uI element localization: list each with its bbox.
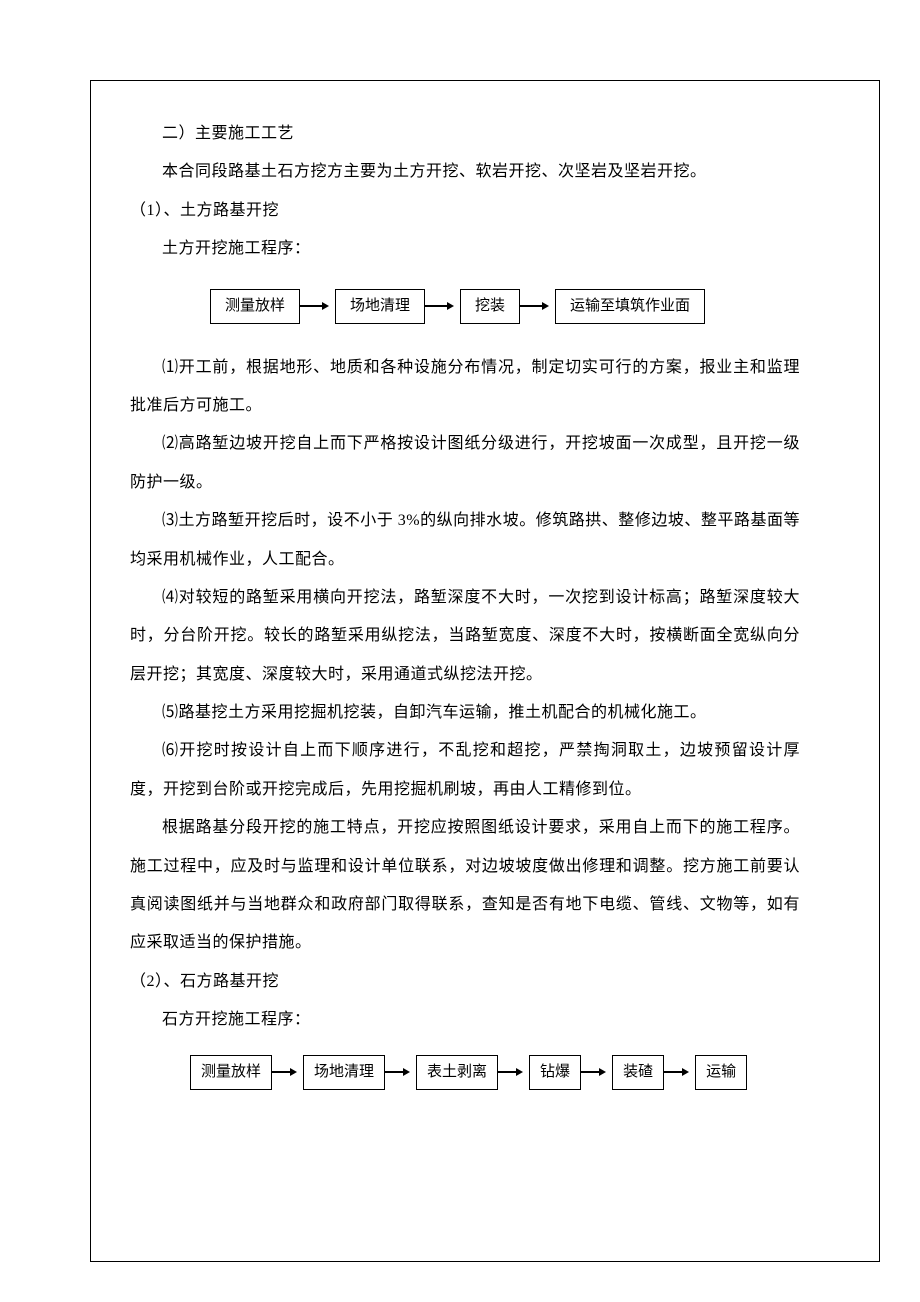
flow-arrow-icon (520, 302, 549, 310)
section1-item-3: ⑶土方路堑开挖后时，设不小于 3%的纵向排水坡。修筑路拱、整修边坡、整平路基面等… (130, 502, 800, 579)
flow-node: 场地清理 (335, 289, 425, 324)
flow-node: 挖装 (460, 289, 520, 324)
section1-item-2: ⑵高路堑边坡开挖自上而下严格按设计图纸分级进行，开挖坡面一次成型，且开挖一级防护… (130, 425, 800, 502)
flow-node: 测量放样 (190, 1055, 272, 1090)
flowchart-1: 测量放样 场地清理 挖装 运输至填筑作业面 (210, 289, 800, 324)
flowchart-2: 测量放样 场地清理 表土剥离 钻爆 装碴 运输 (190, 1055, 800, 1090)
section1-item-4: ⑷对较短的路堑采用横向开挖法，路堑深度不大时，一次挖到设计标高；路堑深度较大时，… (130, 579, 800, 694)
flow-node: 场地清理 (303, 1055, 385, 1090)
document-content: 二）主要施工工艺 本合同段路基土石方挖方主要为土方开挖、软岩开挖、次坚岩及坚岩开… (60, 80, 860, 1120)
flow-arrow-icon (300, 302, 329, 310)
section1-item-1: ⑴开工前，根据地形、地质和各种设施分布情况，制定切实可行的方案，报业主和监理批准… (130, 349, 800, 426)
flow-node: 钻爆 (529, 1055, 581, 1090)
flow-node: 运输 (695, 1055, 747, 1090)
section2-title: （2）、石方路基开挖 (130, 963, 800, 1001)
flow-node: 装碴 (612, 1055, 664, 1090)
section1-subtitle: 土方开挖施工程序： (130, 230, 800, 268)
flow-arrow-icon (498, 1068, 523, 1076)
flow-arrow-icon (272, 1068, 297, 1076)
section1-summary: 根据路基分段开挖的施工特点，开挖应按照图纸设计要求，采用自上而下的施工程序。施工… (130, 809, 800, 963)
flow-arrow-icon (581, 1068, 606, 1076)
flow-node: 运输至填筑作业面 (555, 289, 705, 324)
heading-main: 二）主要施工工艺 (130, 115, 800, 153)
flow-arrow-icon (385, 1068, 410, 1076)
flow-arrow-icon (664, 1068, 689, 1076)
section1-item-6: ⑹开挖时按设计自上而下顺序进行，不乱挖和超挖，严禁掏洞取土，边坡预留设计厚度，开… (130, 732, 800, 809)
flow-arrow-icon (425, 302, 454, 310)
flow-node: 测量放样 (210, 289, 300, 324)
section1-title: （1）、土方路基开挖 (130, 192, 800, 230)
section1-item-5: ⑸路基挖土方采用挖掘机挖装，自卸汽车运输，推土机配合的机械化施工。 (130, 694, 800, 732)
flow-node: 表土剥离 (416, 1055, 498, 1090)
section2-subtitle: 石方开挖施工程序： (130, 1001, 800, 1039)
intro-text: 本合同段路基土石方挖方主要为土方开挖、软岩开挖、次坚岩及坚岩开挖。 (130, 153, 800, 191)
